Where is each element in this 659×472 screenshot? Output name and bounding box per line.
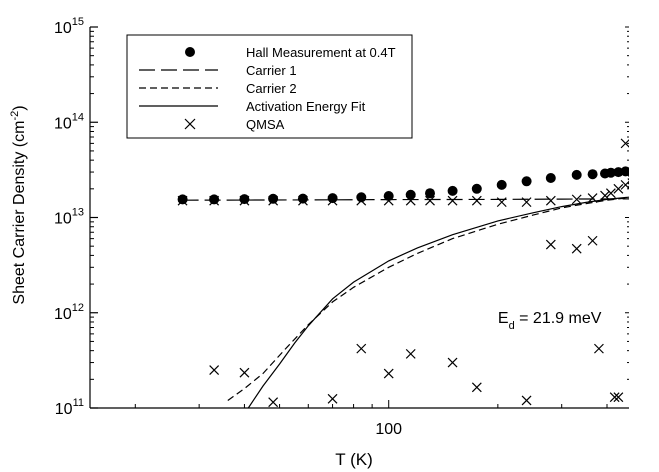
activation-energy-annotation: Ed = 21.9 meV bbox=[498, 310, 602, 332]
data-point-qmsa bbox=[268, 397, 279, 408]
data-point-hall bbox=[496, 179, 507, 190]
data-point-qmsa bbox=[298, 195, 308, 206]
x-axis-title: T (K) bbox=[335, 450, 372, 469]
data-point-qmsa bbox=[620, 179, 629, 190]
data-point-qmsa bbox=[239, 367, 250, 378]
legend-item-hall: Hall Measurement at 0.4T bbox=[185, 45, 396, 60]
data-point-hall bbox=[177, 194, 188, 205]
data-point-qmsa bbox=[209, 195, 220, 206]
x-tick-label: 100 bbox=[375, 421, 402, 438]
data-point-qmsa bbox=[356, 195, 367, 206]
data-point-qmsa bbox=[605, 188, 616, 199]
data-point-hall bbox=[605, 167, 616, 178]
data-point-qmsa bbox=[613, 392, 624, 403]
legend-label-carrier-2: Carrier 2 bbox=[246, 81, 297, 96]
legend-label-hall: Hall Measurement at 0.4T bbox=[246, 45, 396, 60]
y-tick-label: 1011 bbox=[55, 397, 84, 418]
series-line-carrier-2 bbox=[227, 197, 629, 401]
data-point-qmsa bbox=[405, 348, 416, 359]
data-point-hall bbox=[425, 188, 435, 199]
data-point-hall bbox=[239, 194, 250, 205]
legend-label-carrier-1: Carrier 1 bbox=[246, 63, 297, 78]
data-point-qmsa bbox=[609, 392, 620, 403]
data-point-hall bbox=[327, 193, 338, 204]
data-point-hall bbox=[209, 194, 220, 205]
data-point-qmsa bbox=[327, 393, 338, 404]
data-point-qmsa bbox=[383, 368, 394, 379]
legend-item-activation-fit: Activation Energy Fit bbox=[139, 99, 366, 114]
axes: 1011 1012 1013 1014 1015 100 bbox=[54, 16, 629, 438]
data-point-qmsa bbox=[571, 194, 582, 205]
data-point-qmsa bbox=[613, 183, 624, 194]
legend-item-qmsa: QMSA bbox=[184, 117, 285, 132]
data-point-hall bbox=[471, 183, 482, 194]
data-point-qmsa bbox=[545, 195, 556, 206]
data-point-qmsa bbox=[356, 343, 367, 354]
data-point-hall bbox=[521, 176, 532, 187]
data-point-hall bbox=[620, 166, 629, 177]
data-point-qmsa bbox=[239, 195, 250, 206]
y-tick-label: 1014 bbox=[54, 111, 84, 132]
legend-symbol-hall bbox=[185, 47, 195, 57]
data-point-qmsa bbox=[209, 365, 220, 376]
data-point-hall bbox=[587, 169, 598, 180]
y-tick-label: 1012 bbox=[54, 302, 84, 323]
data-point-qmsa bbox=[496, 197, 507, 208]
data-point-qmsa bbox=[471, 382, 482, 393]
series-line-activation-energy-fit bbox=[247, 196, 629, 408]
plot-area bbox=[177, 138, 629, 408]
data-point-qmsa bbox=[587, 235, 598, 246]
data-point-hall bbox=[405, 189, 416, 200]
legend-item-carrier-1: Carrier 1 bbox=[139, 63, 297, 78]
data-point-qmsa bbox=[425, 195, 435, 206]
data-point-qmsa bbox=[521, 197, 532, 208]
data-point-qmsa bbox=[521, 395, 532, 406]
data-point-qmsa bbox=[177, 195, 188, 206]
y-tick-label: 1013 bbox=[54, 207, 84, 228]
data-point-hall bbox=[571, 169, 582, 180]
legend-label-qmsa: QMSA bbox=[246, 117, 285, 132]
data-point-qmsa bbox=[600, 190, 610, 201]
y-axis-title: Sheet Carrier Density (cm-2) bbox=[9, 105, 28, 304]
data-point-hall bbox=[545, 173, 556, 183]
data-point-qmsa bbox=[268, 195, 279, 206]
data-point-qmsa bbox=[405, 195, 416, 206]
legend-label-activation-fit: Activation Energy Fit bbox=[246, 99, 366, 114]
data-point-qmsa bbox=[447, 195, 458, 206]
data-point-qmsa bbox=[593, 343, 604, 354]
legend-box bbox=[126, 34, 413, 139]
data-point-qmsa bbox=[545, 239, 556, 250]
legend: Hall Measurement at 0.4T Carrier 1 Carri… bbox=[126, 34, 413, 139]
legend-item-carrier-2: Carrier 2 bbox=[139, 81, 297, 96]
data-point-qmsa bbox=[383, 195, 394, 206]
data-point-qmsa bbox=[327, 195, 338, 206]
data-point-qmsa bbox=[620, 138, 629, 149]
y-tick-label: 1015 bbox=[54, 16, 84, 37]
data-point-qmsa bbox=[571, 243, 582, 254]
data-point-qmsa bbox=[587, 193, 598, 203]
data-point-hall bbox=[268, 193, 279, 204]
data-point-qmsa bbox=[447, 357, 458, 368]
legend-symbol-qmsa bbox=[184, 118, 196, 130]
data-point-hall bbox=[447, 185, 458, 196]
data-point-qmsa bbox=[471, 195, 482, 206]
data-point-hall bbox=[297, 193, 308, 204]
